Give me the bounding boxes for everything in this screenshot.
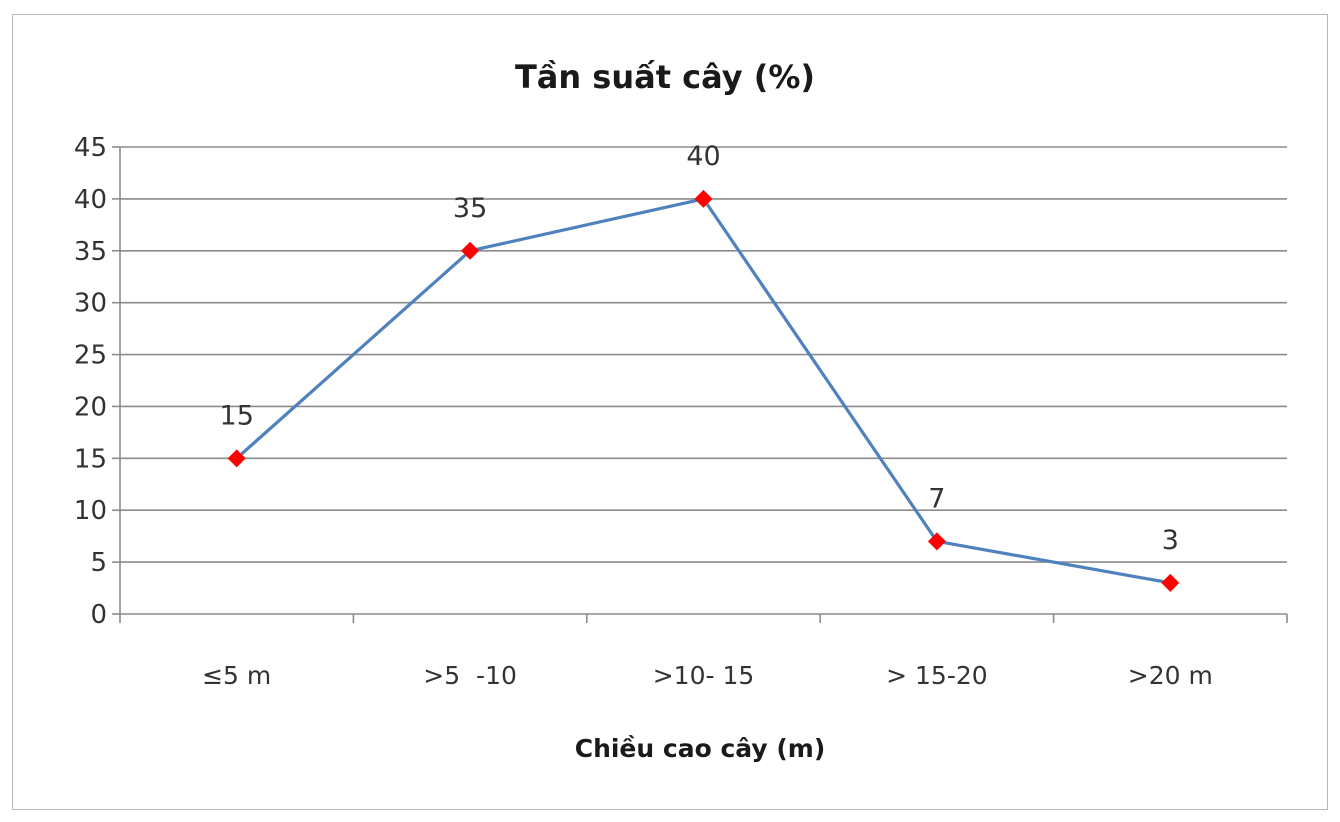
data-label: 7 bbox=[928, 483, 945, 514]
axes bbox=[112, 146, 1288, 623]
y-tick-label: 15 bbox=[74, 444, 107, 474]
data-point-marker bbox=[461, 241, 480, 260]
x-axis-title: Chiều cao cây (m) bbox=[575, 734, 826, 763]
y-tick-label: 25 bbox=[74, 341, 107, 371]
data-series bbox=[235, 197, 1172, 585]
data-label: 40 bbox=[686, 141, 720, 172]
data-markers bbox=[227, 189, 1180, 592]
x-category-label: > 15-20 bbox=[886, 661, 988, 690]
data-label: 3 bbox=[1162, 525, 1179, 556]
y-tick-label: 35 bbox=[74, 237, 107, 267]
y-tick-label: 5 bbox=[90, 548, 107, 578]
data-point-marker bbox=[694, 189, 713, 208]
y-axis-tick-labels: 0 5 10 15 20 25 30 35 40 45 bbox=[74, 133, 107, 630]
y-tick-label: 40 bbox=[74, 185, 107, 215]
x-category-label: >10- 15 bbox=[653, 661, 755, 690]
data-point-marker bbox=[927, 532, 946, 551]
data-label: 15 bbox=[220, 400, 254, 431]
data-label: 35 bbox=[453, 193, 487, 224]
y-tick-label: 45 bbox=[74, 133, 107, 163]
x-category-label: >20 m bbox=[1128, 661, 1213, 690]
x-axis-category-labels: ≤5 m >5 -10 >10- 15 > 15-20 >20 m bbox=[202, 661, 1213, 690]
y-tick-label: 30 bbox=[74, 289, 107, 319]
data-point-marker bbox=[227, 449, 246, 468]
x-category-label: >5 -10 bbox=[423, 661, 517, 690]
y-tick-label: 10 bbox=[74, 496, 107, 526]
data-point-marker bbox=[1161, 573, 1180, 592]
gridlines bbox=[120, 146, 1287, 563]
x-category-label: ≤5 m bbox=[202, 661, 271, 690]
chart-title: Tần suất cây (%) bbox=[515, 58, 815, 96]
y-tick-label: 0 bbox=[90, 600, 107, 630]
data-labels: 15 35 40 7 3 bbox=[220, 141, 1179, 556]
series-line bbox=[235, 197, 1172, 585]
y-tick-label: 20 bbox=[74, 392, 107, 422]
